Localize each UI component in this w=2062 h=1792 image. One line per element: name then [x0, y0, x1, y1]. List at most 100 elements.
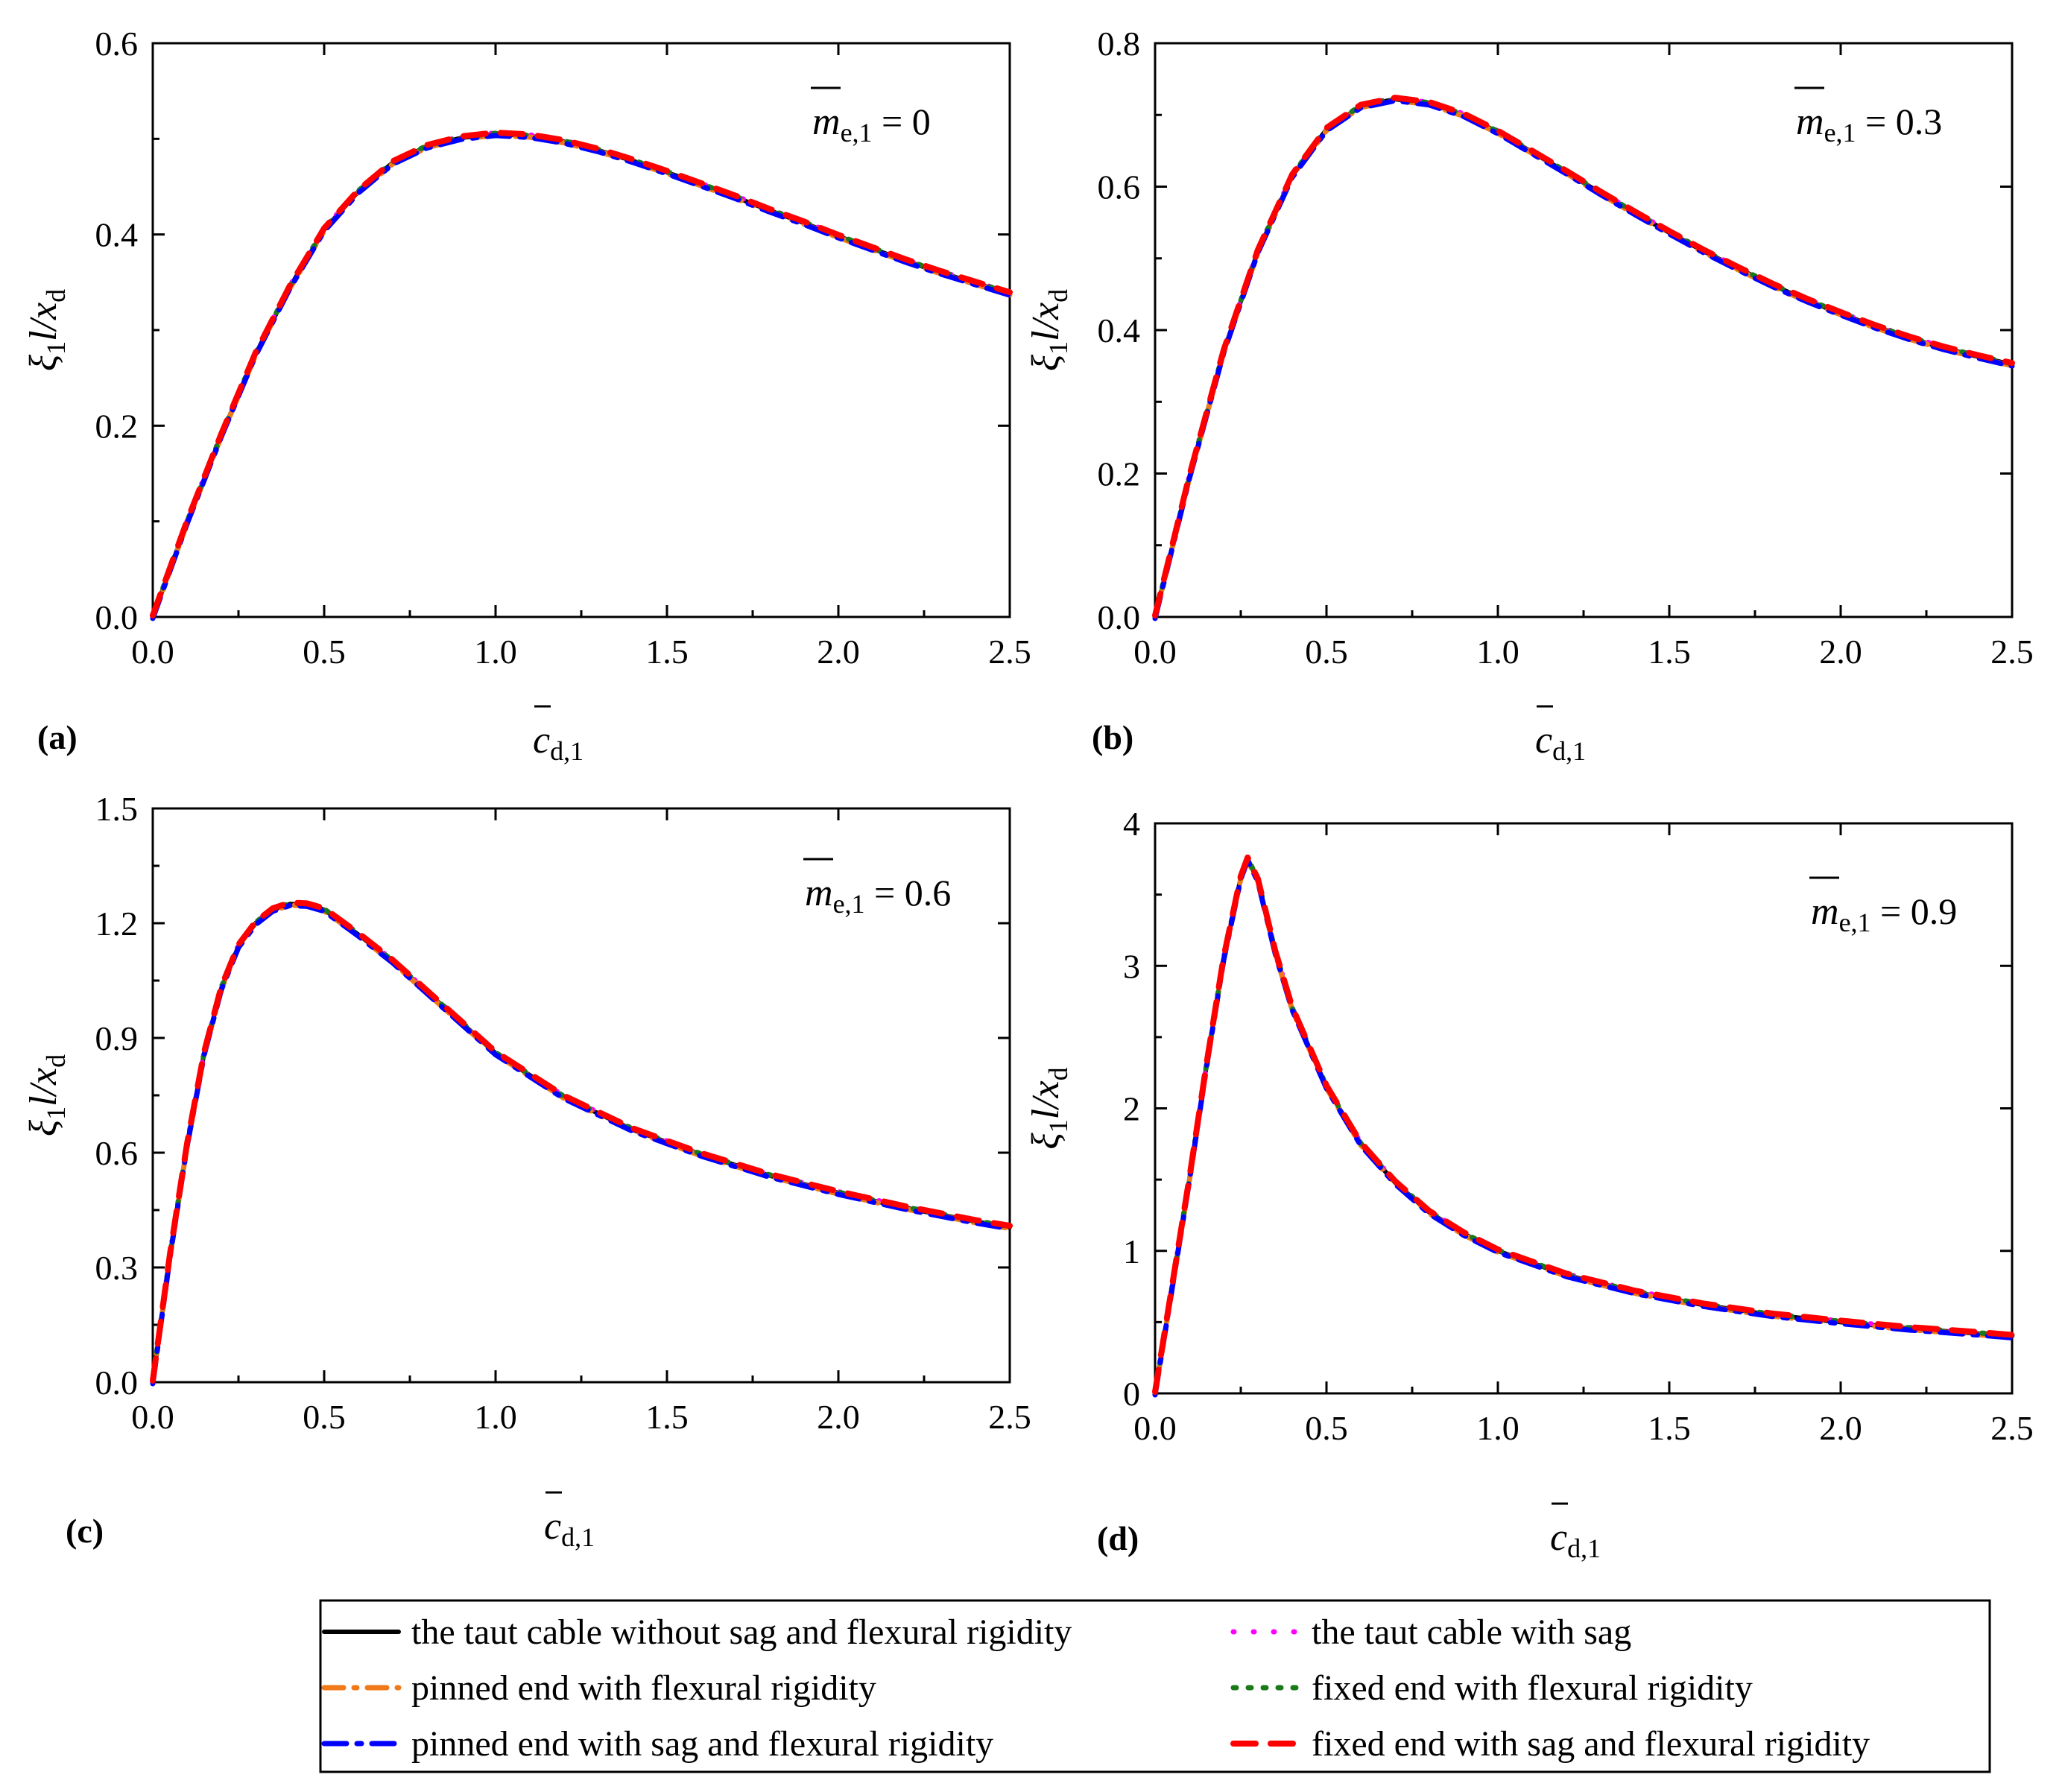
series-line-fixed_sag [1152, 95, 2015, 618]
series-line-fixed_sag [1152, 854, 2015, 1395]
y-tick-label: 0.4 [95, 216, 139, 254]
parameter-annotation: me,1 = 0.9 [1811, 890, 1957, 937]
x-tick-label: 2.0 [817, 633, 860, 671]
series-line-fixed [150, 130, 1013, 619]
legend-item-taut: the taut cable without sag and flexural … [322, 1612, 1072, 1652]
y-tick-label: 0.4 [1098, 311, 1141, 349]
series-line-taut [1153, 856, 2014, 1396]
y-tick-label: 0.6 [95, 25, 139, 63]
series-line-taut [151, 131, 1012, 619]
x-tick-label: 0.0 [131, 633, 174, 671]
legend-frame [319, 1599, 1991, 1773]
y-tick-label: 0.2 [95, 407, 139, 445]
y-tick-label: 0.9 [95, 1019, 139, 1057]
x-tick-label: 2.5 [1990, 633, 2034, 671]
legend-item-pinned_sag: pinned end with sag and flexural rigidit… [321, 1724, 993, 1764]
panel-b: 0.0 0.5 1.0 1.5 2.0 2.5 0.0 0.2 0.4 0.6 0.8 ξ1l/xd c… [1025, 25, 2034, 766]
x-tick-label: 2.0 [1819, 1409, 1862, 1447]
x-tick-label: 1.0 [1476, 1409, 1519, 1447]
y-axis-label: ξ1l/xd [1025, 1067, 1073, 1149]
x-tick-label: 1.0 [1476, 633, 1519, 671]
legend-item-pinned: pinned end with flexural rigidity [321, 1668, 876, 1708]
y-axis-label: ξ1l/xd [22, 289, 71, 371]
series-line-pinned_sag [150, 902, 1013, 1387]
x-tick-label: 0.5 [1305, 1409, 1348, 1447]
y-tick-label: 1.5 [95, 790, 139, 828]
x-tick-label: 0.0 [1133, 1409, 1177, 1447]
y-tick-label: 0.6 [1098, 168, 1141, 206]
x-axis-label: cd,1 [1550, 1516, 1601, 1563]
series-line-pinned [1152, 857, 2015, 1397]
x-tick-label: 0.0 [1133, 633, 1177, 671]
series-line-sag [150, 130, 1013, 618]
series-line-fixed_sag [150, 129, 1013, 618]
panel-label: (a) [37, 718, 78, 756]
panels-group: 0.0 0.5 1.0 1.5 2.0 2.5 0.0 0.2 0.4 0.6 ξ1l/xd cd,1… [22, 25, 2034, 1563]
x-tick-label: 2.0 [1819, 633, 1862, 671]
series-line-taut [151, 902, 1012, 1384]
legend-label: fixed end with sag and flexural rigidity [1312, 1724, 1870, 1764]
series-line-pinned_sag [1152, 858, 2015, 1398]
legend-label: the taut cable without sag and flexural … [411, 1612, 1072, 1652]
series-line-fixed_sag [150, 899, 1013, 1384]
x-tick-label: 1.5 [1648, 633, 1691, 671]
y-tick-label: 0 [1123, 1375, 1140, 1413]
panel-label: (b) [1092, 718, 1133, 756]
panel-c: 0.0 0.5 1.0 1.5 2.0 2.5 0.0 0.3 0.6 0.9 1.2 1.5 ξ1l/… [22, 790, 1031, 1552]
series-line-taut [1153, 97, 2014, 619]
legend-item-fixed: fixed end with flexural rigidity [1230, 1668, 1753, 1708]
x-axis-label: cd,1 [544, 1505, 595, 1552]
y-axis-label: ξ1l/xd [1025, 289, 1073, 371]
x-tick-label: 0.0 [131, 1398, 174, 1436]
x-tick-label: 1.5 [1648, 1409, 1691, 1447]
x-tick-label: 2.0 [817, 1398, 860, 1436]
legend-label: pinned end with sag and flexural rigidit… [411, 1724, 993, 1764]
panel-a: 0.0 0.5 1.0 1.5 2.0 2.5 0.0 0.2 0.4 0.6 ξ1l/xd cd,1… [22, 25, 1031, 766]
y-tick-label: 4 [1123, 805, 1140, 843]
legend-item-fixed_sag: fixed end with sag and flexural rigidity [1230, 1724, 1870, 1764]
series-line-pinned [150, 902, 1013, 1386]
x-tick-label: 1.0 [474, 1398, 517, 1436]
legend: the taut cable without sag and flexural … [319, 1599, 1991, 1773]
y-tick-label: 0.8 [1098, 25, 1141, 63]
panel-d: 0.0 0.5 1.0 1.5 2.0 2.5 0 1 2 3 4 ξ1l/xd cd,1 (d) me,1… [1025, 805, 2034, 1563]
series-line-pinned_sag [150, 133, 1013, 621]
y-tick-label: 0.0 [1098, 598, 1141, 636]
parameter-annotation: me,1 = 0 [812, 101, 931, 148]
parameter-annotation: me,1 = 0.3 [1796, 101, 1942, 148]
series-line-fixed [150, 900, 1013, 1384]
y-tick-label: 1.2 [95, 905, 139, 943]
series-line-fixed [1152, 95, 2015, 619]
y-tick-label: 0.3 [95, 1249, 139, 1287]
x-axis-label: cd,1 [1535, 719, 1586, 766]
series-line-sag [150, 900, 1013, 1384]
y-axis-label: ξ1l/xd [22, 1054, 71, 1136]
x-axis-label: cd,1 [533, 719, 584, 766]
legend-label: fixed end with flexural rigidity [1312, 1668, 1753, 1708]
panel-label: (d) [1097, 1519, 1139, 1557]
x-tick-label: 1.5 [645, 633, 689, 671]
y-tick-label: 0.2 [1098, 455, 1141, 493]
x-tick-label: 2.5 [988, 633, 1031, 671]
parameter-annotation: me,1 = 0.6 [805, 872, 951, 919]
series-line-sag [1152, 855, 2015, 1395]
panel-label: (c) [66, 1512, 104, 1550]
series-line-fixed [1152, 855, 2015, 1396]
x-tick-label: 2.5 [988, 1398, 1031, 1436]
x-tick-label: 0.5 [303, 1398, 346, 1436]
x-tick-label: 2.5 [1990, 1409, 2034, 1447]
y-tick-label: 0.0 [95, 598, 139, 636]
legend-label: the taut cable with sag [1312, 1612, 1631, 1652]
series-line-sag [1152, 95, 2015, 618]
legend-item-sag: the taut cable with sag [1230, 1612, 1631, 1652]
y-tick-label: 2 [1123, 1090, 1140, 1128]
x-tick-label: 1.5 [645, 1398, 689, 1436]
y-tick-label: 0.6 [95, 1134, 139, 1172]
y-tick-label: 1 [1123, 1232, 1140, 1270]
series-line-pinned [150, 132, 1013, 621]
x-tick-label: 0.5 [303, 633, 346, 671]
y-tick-label: 3 [1123, 947, 1140, 985]
x-tick-label: 1.0 [474, 633, 517, 671]
y-tick-label: 0.0 [95, 1364, 139, 1402]
